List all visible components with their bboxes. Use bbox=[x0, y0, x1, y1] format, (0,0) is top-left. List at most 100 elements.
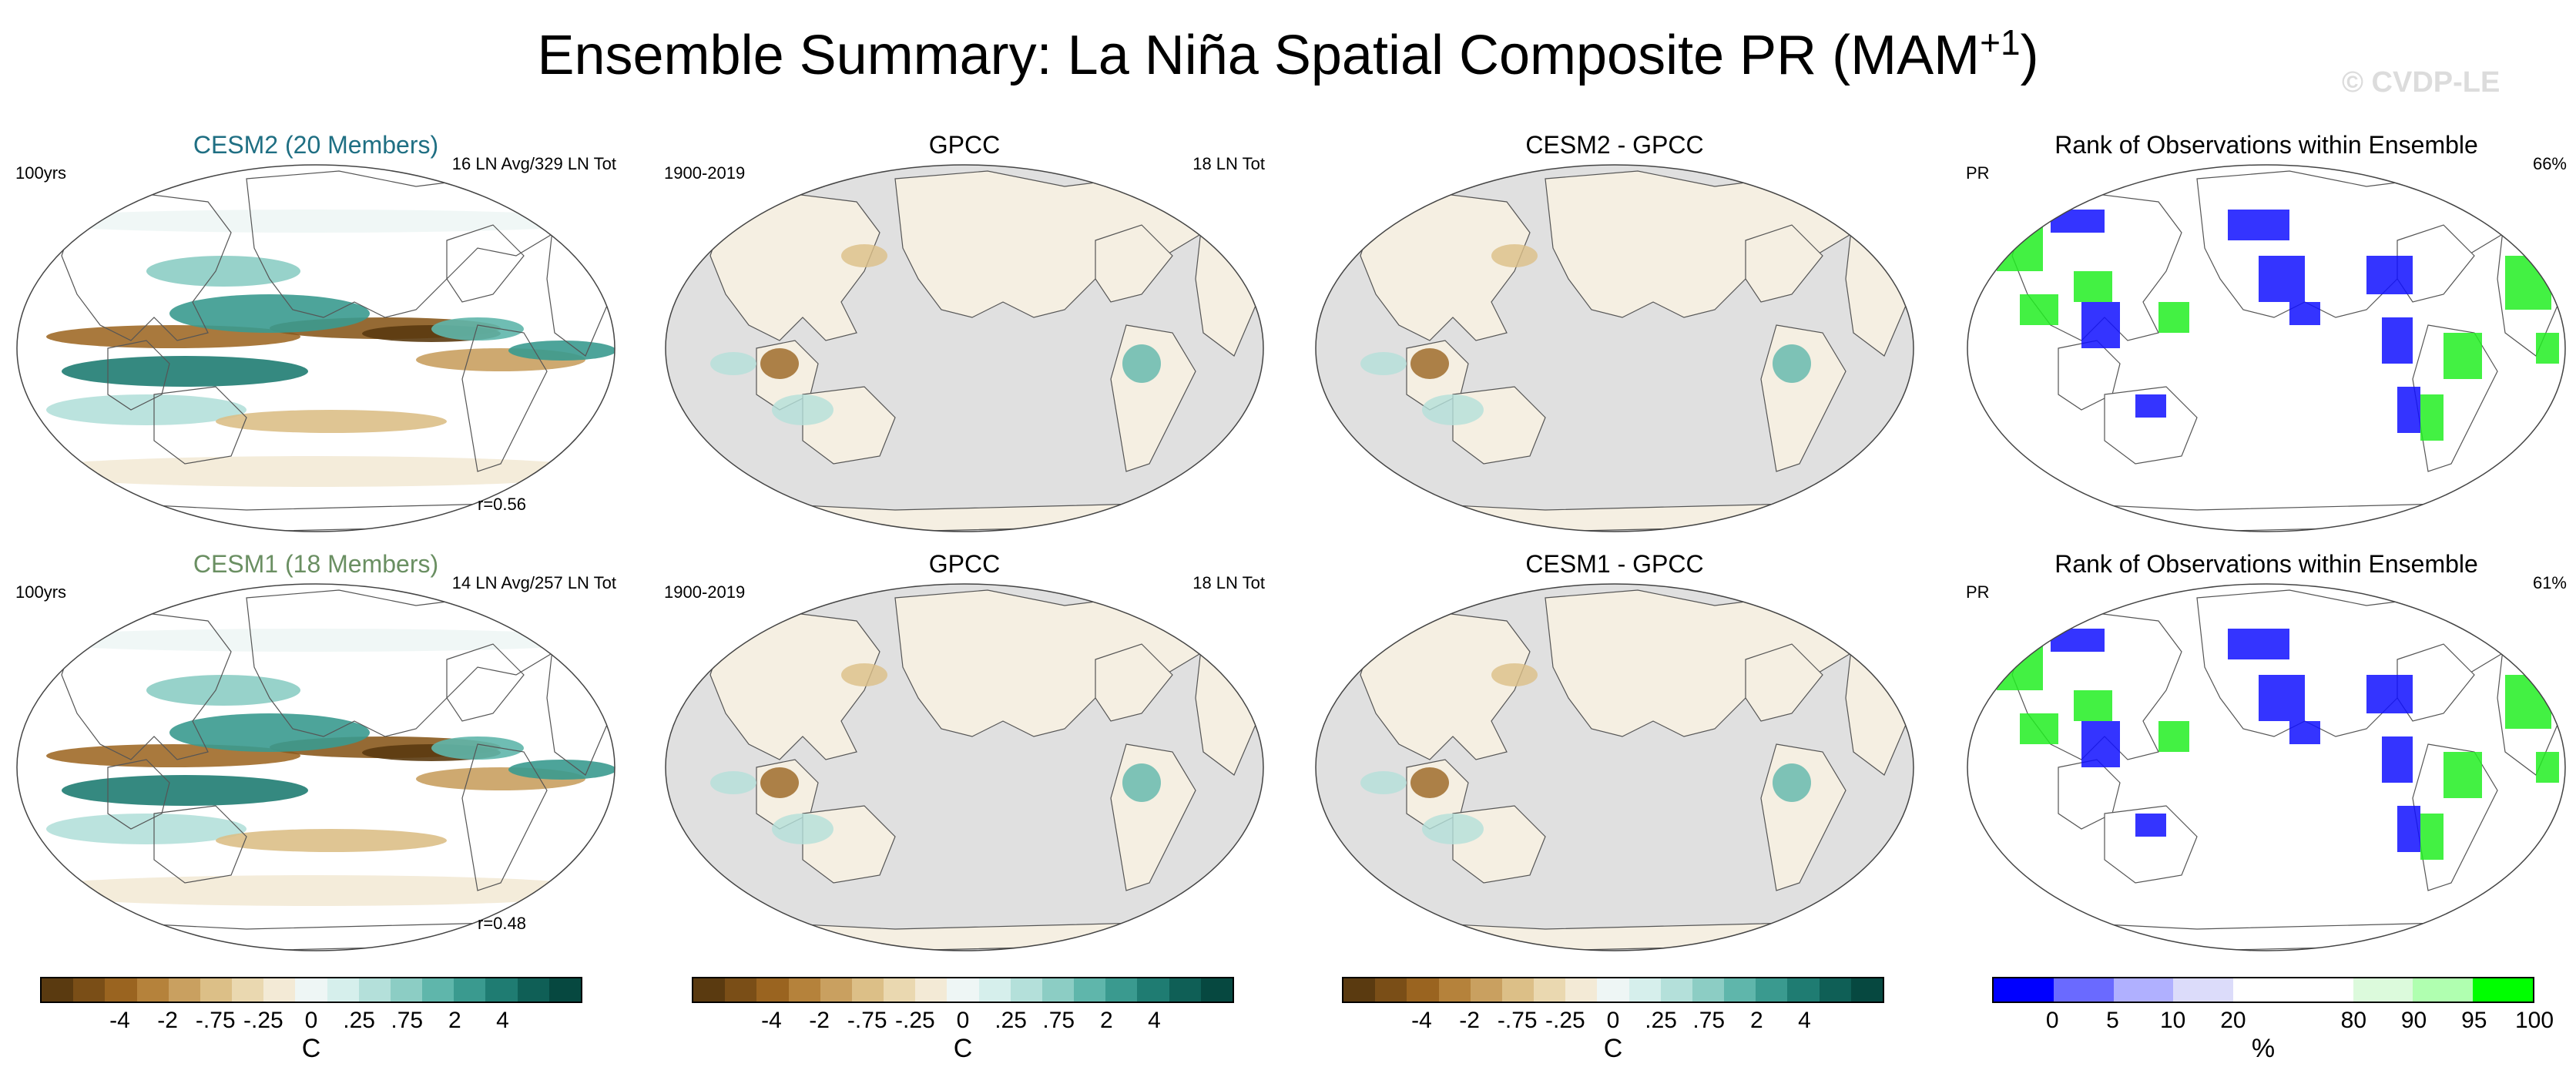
colorbar-swatch bbox=[1756, 978, 1788, 1002]
colorbar-unit: % bbox=[2251, 1034, 2276, 1063]
world-map bbox=[16, 164, 615, 532]
colorbar-swatch bbox=[978, 978, 1011, 1002]
colorbar-swatch bbox=[232, 978, 264, 1002]
colorbar-tick-label: 10 bbox=[2159, 1008, 2186, 1033]
colorbar-swatch bbox=[548, 978, 581, 1002]
panel-left-label: 100yrs bbox=[15, 582, 67, 602]
colorbar-tick-label: 0 bbox=[956, 1008, 970, 1033]
page-title: Ensemble Summary: La Niña Spatial Compos… bbox=[537, 22, 2039, 86]
world-map bbox=[665, 583, 1264, 951]
map-panel: GPCC 1900-2019 18 LN Tot bbox=[664, 550, 1265, 952]
colorbar-swatch bbox=[725, 978, 757, 1002]
colorbar-swatch bbox=[1501, 978, 1535, 1002]
colorbar-swatch bbox=[693, 978, 726, 1002]
colorbar-swatch bbox=[263, 978, 296, 1002]
colorbar-swatch bbox=[105, 978, 137, 1002]
colorbar bbox=[692, 977, 1234, 1003]
colorbar-tick-label: -2 bbox=[809, 1008, 830, 1033]
colorbar-swatch bbox=[1105, 978, 1138, 1002]
colorbar-swatch bbox=[2113, 978, 2174, 1002]
colorbar-swatch bbox=[1438, 978, 1471, 1002]
colorbar-tick-label: -.75 bbox=[195, 1008, 236, 1033]
world-map bbox=[1315, 164, 1914, 532]
panel-title: GPCC bbox=[928, 550, 1001, 578]
colorbar-swatch bbox=[1200, 978, 1233, 1002]
colorbar-swatch bbox=[915, 978, 948, 1002]
colorbar-swatch bbox=[2353, 978, 2413, 1002]
colorbar-swatch bbox=[756, 978, 789, 1002]
colorbar bbox=[1992, 977, 2534, 1003]
watermark: © CVDP-LE bbox=[2342, 66, 2501, 99]
colorbar-tick-label: .75 bbox=[391, 1008, 424, 1033]
colorbar-unit: C bbox=[1603, 1034, 1623, 1063]
map-panel: Rank of Observations within Ensemble PR 61… bbox=[1966, 550, 2567, 952]
colorbar-swatch bbox=[1819, 978, 1851, 1002]
colorbar-swatch bbox=[1724, 978, 1756, 1002]
colorbar-tick-label: 0 bbox=[1606, 1008, 1620, 1033]
panel-right-label: 18 LN Tot bbox=[1192, 573, 1265, 592]
colorbar-tick-label: -2 bbox=[157, 1008, 178, 1033]
world-map bbox=[665, 164, 1264, 532]
map-panel: CESM2 - GPCC bbox=[1314, 131, 1915, 533]
colorbar-swatch bbox=[788, 978, 820, 1002]
world-map bbox=[1967, 583, 2566, 951]
panel-right-label: 18 LN Tot bbox=[1192, 154, 1265, 173]
colorbar-tick-label: 0 bbox=[304, 1008, 318, 1033]
colorbar-swatch bbox=[200, 978, 233, 1002]
panel-left-label: 1900-2019 bbox=[664, 582, 746, 602]
colorbar bbox=[1342, 977, 1884, 1003]
world-map bbox=[1315, 583, 1914, 951]
colorbar-tick-label: 90 bbox=[2400, 1008, 2427, 1033]
colorbar-swatch bbox=[168, 978, 200, 1002]
panel-right-label: 66% bbox=[2532, 154, 2567, 173]
map-panel: GPCC 1900-2019 18 LN Tot bbox=[664, 131, 1265, 533]
colorbar-swatch bbox=[454, 978, 486, 1002]
colorbar-tick-label: 2 bbox=[448, 1008, 461, 1033]
map-panel: CESM2 (20 Members) 100yrs 16 LN Avg/329 LN… bbox=[15, 131, 616, 533]
colorbar-swatch bbox=[295, 978, 327, 1002]
panel-title: GPCC bbox=[928, 131, 1001, 159]
colorbar-swatch bbox=[1597, 978, 1629, 1002]
colorbar-tick-label: -4 bbox=[761, 1008, 782, 1033]
world-map bbox=[16, 583, 615, 951]
colorbar-swatch bbox=[358, 978, 391, 1002]
panel-title: CESM2 - GPCC bbox=[1525, 131, 1704, 159]
colorbar-swatch bbox=[1407, 978, 1439, 1002]
map-panel: CESM1 - GPCC bbox=[1314, 550, 1915, 952]
colorbar-swatch bbox=[1074, 978, 1106, 1002]
panel-title: CESM1 - GPCC bbox=[1525, 550, 1704, 578]
colorbar-swatch bbox=[2293, 978, 2353, 1002]
colorbar-swatch bbox=[1534, 978, 1566, 1002]
colorbar-tick-label: .25 bbox=[343, 1008, 375, 1033]
panel-left-label: PR bbox=[1966, 163, 1990, 183]
panel-right-label: 16 LN Avg/329 LN Tot bbox=[451, 154, 616, 173]
colorbar-swatch bbox=[2233, 978, 2293, 1002]
colorbar-swatch bbox=[1565, 978, 1598, 1002]
colorbar-swatch bbox=[1692, 978, 1725, 1002]
panel-right-label: 14 LN Avg/257 LN Tot bbox=[451, 573, 616, 592]
panel-left-label: 100yrs bbox=[15, 163, 67, 183]
colorbar-swatch bbox=[73, 978, 106, 1002]
colorbar-tick-label: 95 bbox=[2461, 1008, 2487, 1033]
map-panel: Rank of Observations within Ensemble PR 66… bbox=[1966, 131, 2567, 533]
colorbar-swatch bbox=[947, 978, 979, 1002]
colorbar-swatch bbox=[1660, 978, 1692, 1002]
colorbar-tick-label: -4 bbox=[109, 1008, 130, 1033]
colorbar-tick-label: 5 bbox=[2106, 1008, 2119, 1033]
colorbar-swatch bbox=[2473, 978, 2534, 1002]
colorbar-tick-label: -2 bbox=[1459, 1008, 1480, 1033]
panel-title: Rank of Observations within Ensemble bbox=[2054, 550, 2478, 578]
colorbar-tick-label: 20 bbox=[2220, 1008, 2246, 1033]
colorbar-swatch bbox=[422, 978, 454, 1002]
colorbar-tick-label: 4 bbox=[496, 1008, 509, 1033]
colorbar-swatch bbox=[1343, 978, 1376, 1002]
colorbar-tick-label: 100 bbox=[2514, 1008, 2554, 1033]
correlation-label: r=0.56 bbox=[478, 495, 526, 514]
colorbar-swatch bbox=[1375, 978, 1407, 1002]
panel-right-label: 61% bbox=[2532, 573, 2567, 592]
colorbar-tick-label: 4 bbox=[1148, 1008, 1161, 1033]
colorbar-tick-label: .75 bbox=[1692, 1008, 1726, 1033]
colorbar-swatch bbox=[1850, 978, 1883, 1002]
panel-title: Rank of Observations within Ensemble bbox=[2054, 131, 2478, 159]
colorbar-swatch bbox=[485, 978, 518, 1002]
